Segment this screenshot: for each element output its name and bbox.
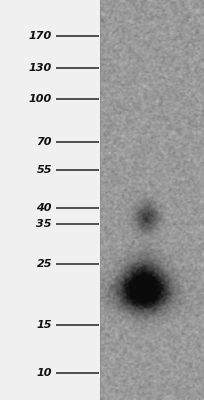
Bar	[0, 0, 100, 400]
Text: 55: 55	[37, 165, 52, 175]
Text: 170: 170	[29, 31, 52, 41]
Text: 25: 25	[37, 259, 52, 269]
Text: 10: 10	[37, 368, 52, 378]
Text: 100: 100	[29, 94, 52, 104]
Text: 15: 15	[37, 320, 52, 330]
Text: 40: 40	[37, 203, 52, 213]
Text: 35: 35	[37, 219, 52, 229]
Text: 130: 130	[29, 63, 52, 73]
Text: 70: 70	[37, 137, 52, 147]
